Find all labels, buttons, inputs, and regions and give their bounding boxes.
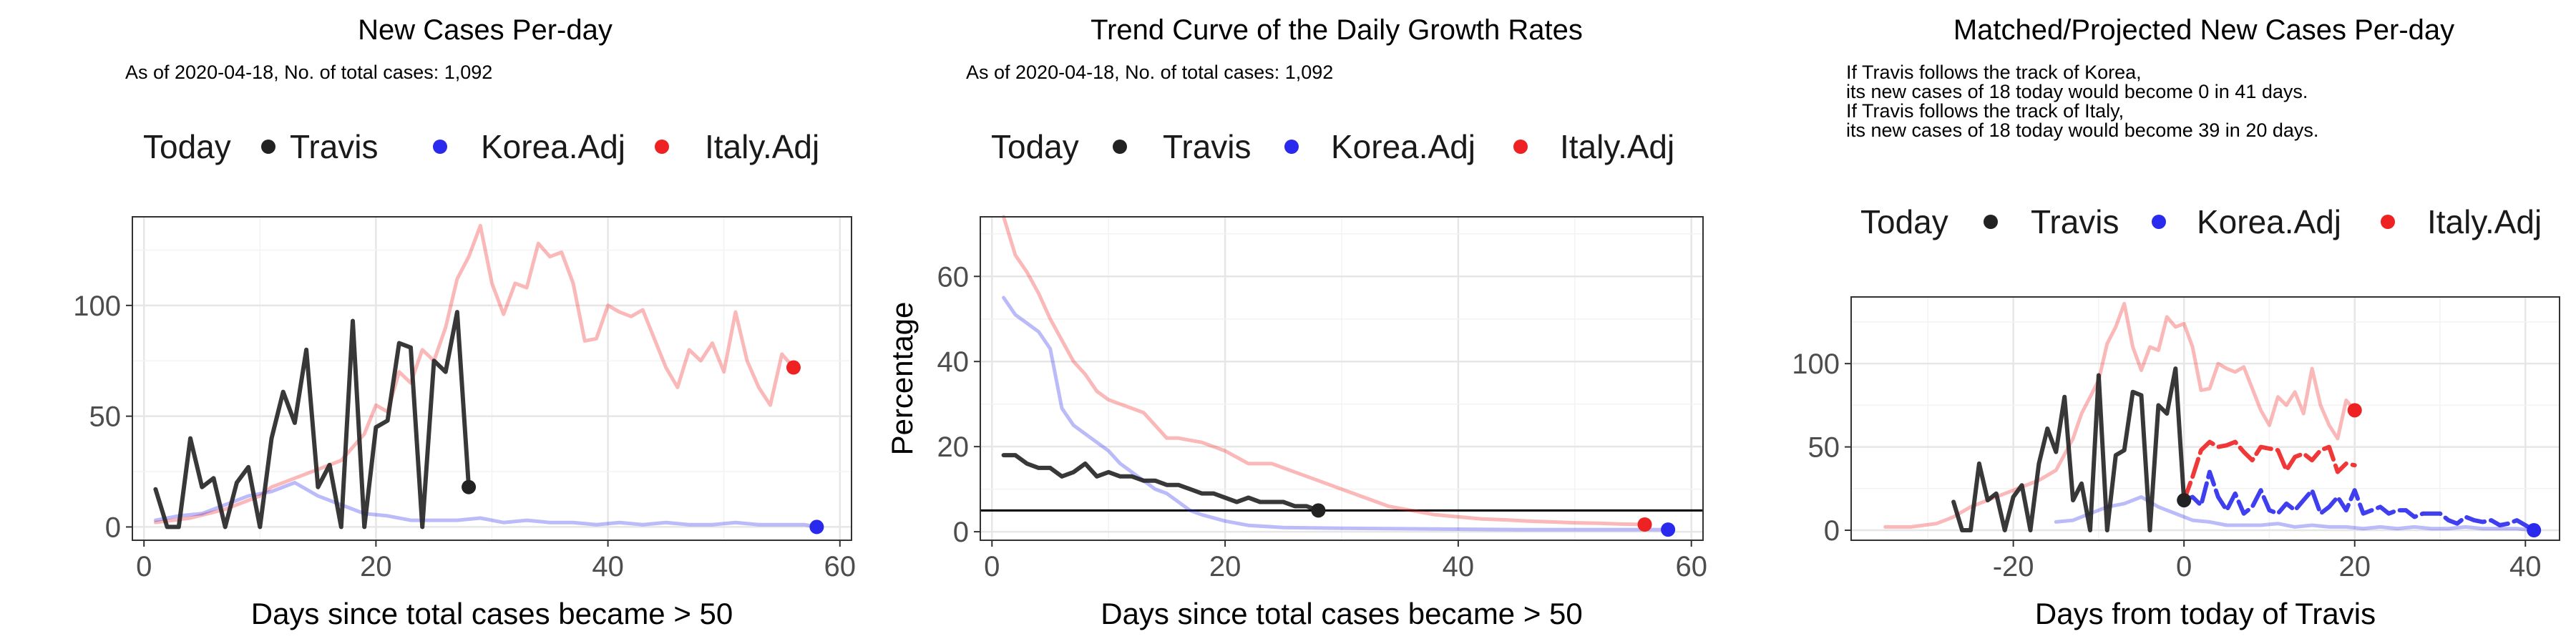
chart-subtitle: If Travis follows the track of Korea, xyxy=(1846,62,2142,83)
y-tick-label: 0 xyxy=(1824,515,1840,547)
series-line-travis xyxy=(1951,366,2187,532)
plot-border xyxy=(1850,296,2560,541)
legend-dot-korea-adj xyxy=(433,140,447,154)
x-tick-label: 60 xyxy=(824,551,857,582)
plot-area xyxy=(980,215,1704,541)
chart-subtitle: its new cases of 18 today would become 3… xyxy=(1846,119,2318,141)
legend: Today Travis Korea.Adj Italy.Adj xyxy=(1860,203,2542,240)
legend: Today Travis Korea.Adj Italy.Adj xyxy=(143,128,819,165)
legend-label-travis: Travis xyxy=(2031,203,2119,240)
series-line-korea-adj xyxy=(1002,296,1670,532)
series-line-korea-adj xyxy=(153,481,819,529)
x-tick-label: 0 xyxy=(2176,551,2192,582)
chart-title: Matched/Projected New Cases Per-day xyxy=(1953,14,2454,46)
plot-area xyxy=(132,216,852,541)
x-tick-label: 0 xyxy=(136,551,152,582)
legend-dot-korea-adj xyxy=(2152,215,2166,229)
legend-dot-travis xyxy=(1984,215,1998,229)
legend-dot-italy-adj xyxy=(655,140,669,154)
legend-title: Today xyxy=(143,128,231,165)
y-tick-label: 50 xyxy=(89,401,122,433)
legend: Today Travis Korea.Adj Italy.Adj xyxy=(991,128,1674,165)
today-point-travis xyxy=(1311,503,1326,518)
today-point-korea-adj xyxy=(809,519,824,535)
chart-subtitle: As of 2020-04-18, No. of total cases: 1,… xyxy=(966,62,1333,83)
y-tick-label: 60 xyxy=(937,261,970,293)
x-tick-label: -20 xyxy=(1993,551,2034,582)
series-line-italy-adj xyxy=(1883,301,2357,529)
legend-dot-travis xyxy=(1113,140,1127,154)
chart-title: New Cases Per-day xyxy=(358,14,613,46)
x-axis-title: Days since total cases became > 50 xyxy=(251,597,733,630)
y-tick-label: 0 xyxy=(953,517,969,548)
legend-title: Today xyxy=(991,128,1079,165)
today-point-korea-adj xyxy=(2527,523,2542,538)
x-axis-title: Days since total cases became > 50 xyxy=(1101,597,1583,630)
y-tick-label: 100 xyxy=(73,291,121,322)
plot-area xyxy=(1850,296,2560,541)
legend-label-italy-adj: Italy.Adj xyxy=(2427,203,2542,240)
x-tick-label: 20 xyxy=(360,551,392,582)
x-tick-label: 40 xyxy=(2509,551,2542,582)
x-tick-label: 60 xyxy=(1675,551,1707,582)
today-point-korea-adj xyxy=(1661,522,1676,537)
y-tick-label: 50 xyxy=(1808,432,1840,464)
chart-title: Trend Curve of the Daily Growth Rates xyxy=(1091,14,1583,46)
series-line-italy-adj xyxy=(1002,215,1646,527)
x-tick-label: 0 xyxy=(984,551,1000,582)
legend-title: Today xyxy=(1860,203,1948,240)
legend-dot-italy-adj xyxy=(1513,140,1528,154)
legend-label-korea-adj: Korea.Adj xyxy=(2197,203,2341,240)
chart-subtitle: If Travis follows the track of Italy, xyxy=(1846,100,2124,122)
series-line-travis xyxy=(153,310,472,530)
today-point-italy-adj xyxy=(2347,403,2362,418)
legend-label-korea-adj: Korea.Adj xyxy=(1331,128,1475,165)
plot-border xyxy=(980,216,1704,541)
series-line-korea-adj xyxy=(2054,495,2536,532)
legend-dot-travis xyxy=(261,140,275,154)
legend-label-travis: Travis xyxy=(1163,128,1252,165)
x-axis-title: Days from today of Travis xyxy=(2035,597,2376,630)
series-line-travis xyxy=(1001,453,1321,513)
plot-border xyxy=(132,216,852,541)
y-tick-label: 100 xyxy=(1792,348,1840,380)
legend-label-travis: Travis xyxy=(290,128,379,165)
legend-label-korea-adj: Korea.Adj xyxy=(481,128,625,165)
today-point-italy-adj xyxy=(786,360,801,375)
panel-projected-cases: Matched/Projected New Cases Per-day If Tr… xyxy=(1792,14,2560,630)
legend-label-italy-adj: Italy.Adj xyxy=(705,128,819,165)
series-line-italy-adj xyxy=(153,223,796,525)
today-point-travis xyxy=(462,479,477,494)
x-tick-label: 40 xyxy=(592,551,624,582)
y-tick-label: 0 xyxy=(105,512,121,543)
panel-growth-rates: Trend Curve of the Daily Growth Rates As … xyxy=(885,14,1707,630)
chart-subtitle: As of 2020-04-18, No. of total cases: 1,… xyxy=(125,62,492,83)
today-point-italy-adj xyxy=(1637,517,1652,532)
plot-background xyxy=(1851,297,2560,540)
panel-new-cases: New Cases Per-day As of 2020-04-18, No. o… xyxy=(73,14,856,630)
legend-label-italy-adj: Italy.Adj xyxy=(1560,128,1674,165)
y-tick-label: 20 xyxy=(937,431,970,463)
legend-dot-italy-adj xyxy=(2381,215,2395,229)
chart-subtitle: its new cases of 18 today would become 0… xyxy=(1846,81,2308,102)
x-tick-label: 20 xyxy=(1209,551,1241,582)
series-line-korea-adj-projected xyxy=(2182,469,2537,532)
series-line-italy-adj-projected xyxy=(2182,439,2357,503)
today-point-travis xyxy=(2177,493,2192,508)
y-axis-title: Percentage xyxy=(885,302,919,456)
x-tick-label: 40 xyxy=(1443,551,1475,582)
legend-dot-korea-adj xyxy=(1284,140,1299,154)
x-tick-label: 20 xyxy=(2338,551,2371,582)
y-tick-label: 40 xyxy=(937,346,970,378)
